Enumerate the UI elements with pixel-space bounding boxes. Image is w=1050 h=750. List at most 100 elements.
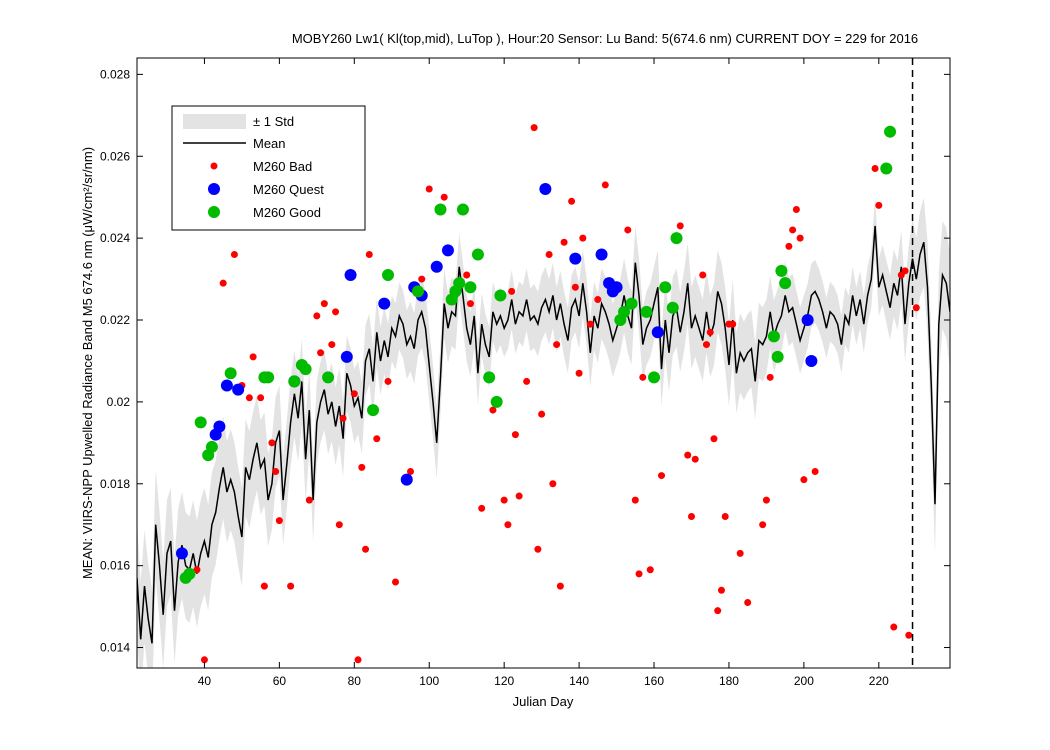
quest-point xyxy=(232,383,245,396)
good-point xyxy=(464,281,477,294)
bad-point xyxy=(305,496,313,504)
bad-point xyxy=(646,566,654,574)
bad-point xyxy=(684,451,692,459)
bad-point xyxy=(249,353,257,361)
y-tick-label: 0.022 xyxy=(100,313,130,327)
good-point xyxy=(494,289,507,302)
good-point xyxy=(884,125,897,138)
bad-point xyxy=(717,586,725,594)
good-point xyxy=(625,297,638,310)
legend-quest-label: M260 Quest xyxy=(253,182,324,197)
bad-point xyxy=(792,205,800,213)
quest-point xyxy=(595,248,608,261)
bad-point xyxy=(635,570,643,578)
good-point xyxy=(183,567,196,580)
bad-point xyxy=(440,193,448,201)
bad-point xyxy=(579,234,587,242)
bad-point xyxy=(545,251,553,259)
bad-point xyxy=(463,271,471,279)
bad-point xyxy=(354,656,362,664)
good-point xyxy=(880,162,893,175)
bad-point xyxy=(406,467,414,475)
quest-point xyxy=(175,547,188,560)
bad-point xyxy=(912,304,920,312)
bad-point xyxy=(601,181,609,189)
bad-point xyxy=(575,369,583,377)
quest-point xyxy=(610,281,623,294)
quest-point xyxy=(220,379,233,392)
bad-point xyxy=(268,439,276,447)
good-point xyxy=(483,371,496,384)
good-point xyxy=(456,203,469,216)
bad-point xyxy=(785,242,793,250)
bad-point xyxy=(193,566,201,574)
quest-point xyxy=(569,252,582,265)
y-tick-label: 0.014 xyxy=(100,641,130,655)
good-point xyxy=(670,232,683,245)
quest-point xyxy=(340,350,353,363)
quest-point xyxy=(441,244,454,257)
bad-point xyxy=(699,271,707,279)
bad-point xyxy=(508,287,516,295)
x-tick-label: 220 xyxy=(869,674,889,688)
x-tick-label: 120 xyxy=(494,674,514,688)
bad-point xyxy=(549,480,557,488)
quest-point xyxy=(801,314,814,327)
y-tick-label: 0.028 xyxy=(100,67,130,81)
good-point xyxy=(224,367,237,380)
bad-point xyxy=(515,492,523,500)
bad-point xyxy=(332,308,340,316)
quest-point xyxy=(400,473,413,486)
good-point xyxy=(382,268,395,281)
bad-point xyxy=(373,435,381,443)
bad-point xyxy=(257,394,265,402)
good-point xyxy=(262,371,275,384)
good-point xyxy=(648,371,661,384)
bad-point xyxy=(560,238,568,246)
bad-point xyxy=(335,521,343,529)
bad-point xyxy=(871,165,879,173)
bad-point xyxy=(568,197,576,205)
bad-point xyxy=(500,496,508,504)
legend-good-marker xyxy=(208,206,220,218)
legend: ± 1 Std Mean M260 Bad M260 Quest M260 Go… xyxy=(171,105,366,231)
bad-point xyxy=(702,341,710,349)
x-axis: 40 60 80 100 120 140 160 180 200 220 xyxy=(198,58,889,688)
y-tick-label: 0.026 xyxy=(100,149,130,163)
legend-quest-marker xyxy=(208,183,220,195)
bad-point xyxy=(796,234,804,242)
bad-point xyxy=(538,410,546,418)
bad-point xyxy=(744,598,752,606)
good-point xyxy=(367,404,380,417)
bad-point xyxy=(594,296,602,304)
bad-point xyxy=(384,377,392,385)
bad-point xyxy=(710,435,718,443)
x-tick-label: 160 xyxy=(644,674,664,688)
bad-point xyxy=(639,373,647,381)
x-tick-label: 80 xyxy=(348,674,362,688)
bad-point xyxy=(272,467,280,475)
legend-bad-label: M260 Bad xyxy=(253,159,312,174)
quest-point xyxy=(344,268,357,281)
legend-mean-label: Mean xyxy=(253,136,286,151)
bad-point xyxy=(811,467,819,475)
bad-point xyxy=(721,513,729,521)
bad-point xyxy=(418,275,426,283)
bad-point xyxy=(425,185,433,193)
bad-point xyxy=(624,226,632,234)
y-axis: 0.014 0.016 0.018 0.02 0.022 0.024 0.026 0.028 xyxy=(100,67,950,655)
legend-std-swatch xyxy=(183,114,246,129)
bad-point xyxy=(328,341,336,349)
bad-point xyxy=(631,496,639,504)
mean-line xyxy=(137,225,950,644)
bad-point xyxy=(358,463,366,471)
good-point xyxy=(434,203,447,216)
bad-point xyxy=(287,582,295,590)
bad-point xyxy=(875,201,883,209)
bad-point xyxy=(571,283,579,291)
bad-point xyxy=(260,582,268,590)
bad-point xyxy=(489,406,497,414)
bad-point xyxy=(219,279,227,287)
bad-point xyxy=(789,226,797,234)
bad-point xyxy=(687,513,695,521)
